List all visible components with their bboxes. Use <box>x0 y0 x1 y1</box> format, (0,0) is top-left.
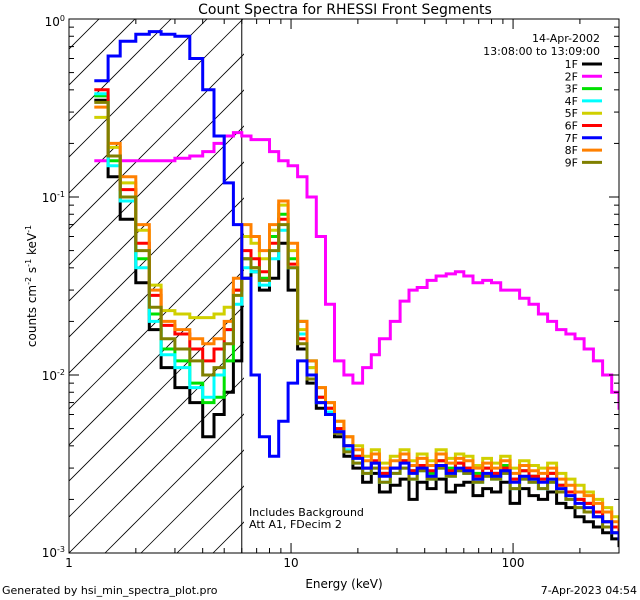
x-tick-label: 1 <box>65 556 73 570</box>
legend-label-1F: 1F <box>565 58 578 71</box>
footer-timestamp: 7-Apr-2023 04:54 <box>541 584 637 597</box>
annotation-attenuator: Att A1, FDecim 2 <box>249 518 342 531</box>
hatch-line <box>69 161 244 338</box>
footer-generated-by: Generated by hsi_min_spectra_plot.pro <box>2 584 218 597</box>
legend-label-8F: 8F <box>565 144 578 157</box>
legend-date: 14-Apr-2002 <box>532 32 600 45</box>
series-group <box>94 30 619 548</box>
hatch-line <box>69 197 244 374</box>
series-line-7F <box>94 30 619 541</box>
series-line-8F <box>94 105 619 529</box>
legend-label-7F: 7F <box>565 132 578 145</box>
legend-label-5F: 5F <box>565 107 578 120</box>
annotation-background: Includes Background <box>249 506 364 519</box>
hatch-line <box>69 233 244 410</box>
hatch-line <box>69 19 244 194</box>
hatch-line <box>69 19 172 122</box>
x-axis-label: Energy (keV) <box>305 577 382 591</box>
legend-label-6F: 6F <box>565 120 578 133</box>
hatch-line <box>69 125 244 302</box>
hatch-line <box>140 449 244 553</box>
x-tick-label: 100 <box>502 556 525 570</box>
legend-time-range: 13:08:00 to 13:09:00 <box>483 45 600 58</box>
y-tick-label: 10-3 <box>42 545 65 560</box>
hatch-line <box>69 19 208 158</box>
chart-title: Count Spectra for RHESSI Front Segments <box>198 2 492 18</box>
legend-label-9F: 9F <box>565 156 578 169</box>
hatch-line <box>69 341 244 518</box>
hatch-line <box>104 413 244 553</box>
hatch-line <box>69 305 244 482</box>
y-axis-label: counts cm-2 s-1 keV-1 <box>24 225 39 347</box>
x-tick-labels: 1 10 100 <box>65 556 524 570</box>
x-tick-label: 10 <box>283 556 298 570</box>
y-tick-label: 100 <box>45 14 65 29</box>
plot-frame <box>68 18 620 554</box>
axis-ticks <box>68 18 620 554</box>
y-tick-label: 10-1 <box>42 190 65 205</box>
legend-label-3F: 3F <box>565 83 578 96</box>
hatch-line <box>69 89 244 266</box>
hatch-line <box>69 377 244 553</box>
y-tick-label: 10-2 <box>42 368 65 383</box>
legend-label-4F: 4F <box>565 95 578 108</box>
legend-label-2F: 2F <box>565 70 578 83</box>
y-tick-labels: 100 10-1 10-2 10-3 <box>42 14 65 560</box>
attenuator-hatch-region <box>69 19 244 553</box>
hatch-line <box>69 19 136 86</box>
